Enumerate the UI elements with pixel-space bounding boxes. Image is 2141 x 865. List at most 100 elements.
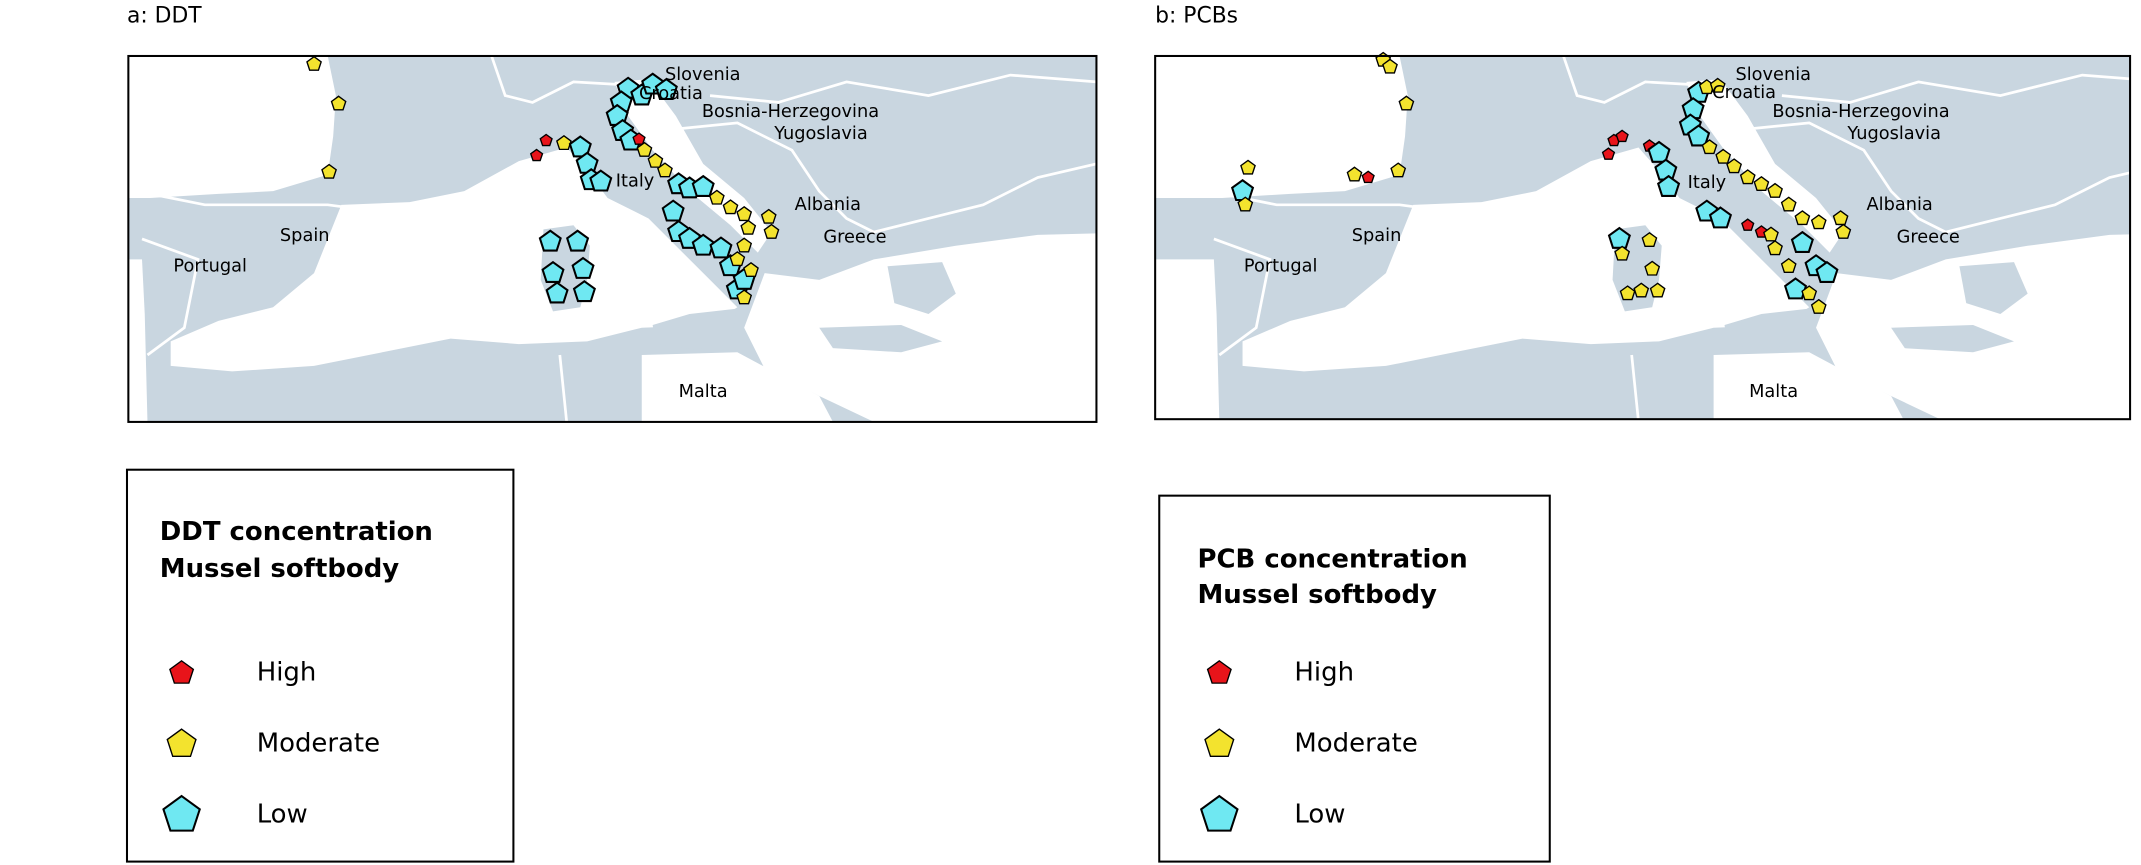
sample-marker [529, 148, 544, 162]
sample-marker [1237, 196, 1254, 212]
legend-item: Low [257, 800, 308, 830]
country-label: Portugal [173, 256, 247, 276]
sample-marker [632, 132, 646, 145]
sample-marker [1398, 95, 1415, 111]
country-label: Bosnia-Herzegovina [1772, 102, 1949, 122]
sample-marker [1810, 214, 1827, 230]
country-label: Albania [795, 195, 861, 215]
labels: a: DDTSloveniaCroatiaBosnia-HerzegovinaY… [127, 3, 1960, 832]
sample-marker [763, 223, 780, 239]
country-label: Italy [616, 172, 655, 192]
country-label: Greece [823, 228, 886, 248]
sample-marker [1346, 166, 1363, 182]
sample-marker [1649, 282, 1666, 298]
sample-marker [321, 163, 337, 179]
legend-item: High [1294, 658, 1354, 688]
sample-marker [743, 261, 759, 278]
country-label: Spain [1352, 226, 1402, 246]
sample-marker [729, 251, 746, 267]
legend-marker [162, 794, 201, 832]
sample-marker [1801, 285, 1818, 301]
sample-marker [1240, 159, 1256, 175]
country-label: Slovenia [1735, 65, 1811, 85]
legend-marker [169, 660, 195, 684]
sample-marker [760, 208, 777, 224]
sample-marker [545, 281, 569, 304]
sample-marker [1780, 257, 1797, 273]
sample-marker [1701, 139, 1718, 155]
sample-marker [1615, 129, 1629, 143]
sample-marker [571, 256, 595, 279]
legend-marker [1206, 660, 1232, 684]
sample-marker [565, 229, 590, 252]
legend-marker [1204, 728, 1235, 757]
legend-frame [125, 468, 515, 863]
sample-marker [1763, 226, 1779, 242]
legend-title: PCB concentration [1197, 544, 1467, 574]
sample-marker [1382, 58, 1398, 74]
sample-marker [1647, 140, 1671, 163]
country-label: Spain [280, 226, 330, 246]
sample-marker [1708, 206, 1733, 229]
sample-marker [556, 135, 572, 151]
sample-marker [572, 280, 596, 303]
sample-marker [1361, 170, 1375, 184]
country-label: Greece [1897, 228, 1960, 248]
sample-marker [691, 233, 715, 256]
country-label: Slovenia [665, 65, 741, 85]
sample-marker [1633, 282, 1650, 298]
sample-marker [1390, 162, 1407, 178]
sample-marker [708, 189, 725, 205]
sample-marker [1614, 245, 1631, 261]
sample-marker [1753, 175, 1770, 192]
sample-marker [539, 133, 553, 147]
sample-marker [1790, 230, 1814, 253]
sample-marker [736, 206, 753, 222]
sample-marker [1767, 240, 1783, 256]
sample-marker [541, 260, 565, 283]
country-label: Malta [1749, 382, 1798, 402]
legend-frame [1158, 494, 1551, 863]
sample-marker [736, 289, 753, 305]
sample-markers [306, 51, 1852, 314]
sample-marker [1726, 158, 1743, 174]
country-label: Croatia [639, 84, 703, 104]
sample-marker [538, 229, 562, 252]
sample-marker [1709, 77, 1726, 93]
sample-marker [661, 199, 685, 222]
sample-marker [330, 95, 347, 111]
panel-title: b: PCBs [1155, 3, 1238, 28]
sample-marker [1656, 174, 1681, 197]
sample-marker [657, 162, 673, 178]
sample-marker [1715, 148, 1732, 164]
legend-item: Moderate [257, 729, 380, 759]
sample-marker [709, 236, 733, 259]
sample-marker [1810, 298, 1827, 314]
legend-item: Moderate [1294, 729, 1417, 759]
country-label: Yugoslavia [1846, 124, 1941, 144]
country-label: Yugoslavia [773, 124, 868, 144]
sample-marker [740, 219, 757, 235]
sample-marker [636, 141, 653, 157]
sample-marker [1619, 285, 1636, 301]
sample-marker [1739, 169, 1756, 185]
legend-marker [1199, 794, 1239, 832]
country-label: Albania [1867, 195, 1933, 215]
sample-marker [722, 199, 739, 215]
sample-marker [736, 237, 753, 253]
sample-marker [1780, 196, 1797, 212]
sample-marker [1815, 260, 1839, 283]
sample-marker [589, 169, 613, 192]
legend-title: Mussel softbody [1197, 580, 1437, 610]
country-label: Malta [679, 382, 728, 402]
sample-marker [1832, 210, 1849, 226]
sample-marker [568, 135, 592, 158]
legend-item: Low [1294, 800, 1345, 830]
sample-marker [1601, 147, 1616, 160]
sample-marker [1767, 182, 1783, 198]
legend-title: DDT concentration [160, 517, 433, 547]
map-frame [1154, 54, 2132, 421]
legend-marker [166, 728, 197, 757]
map-frame [127, 54, 1098, 423]
